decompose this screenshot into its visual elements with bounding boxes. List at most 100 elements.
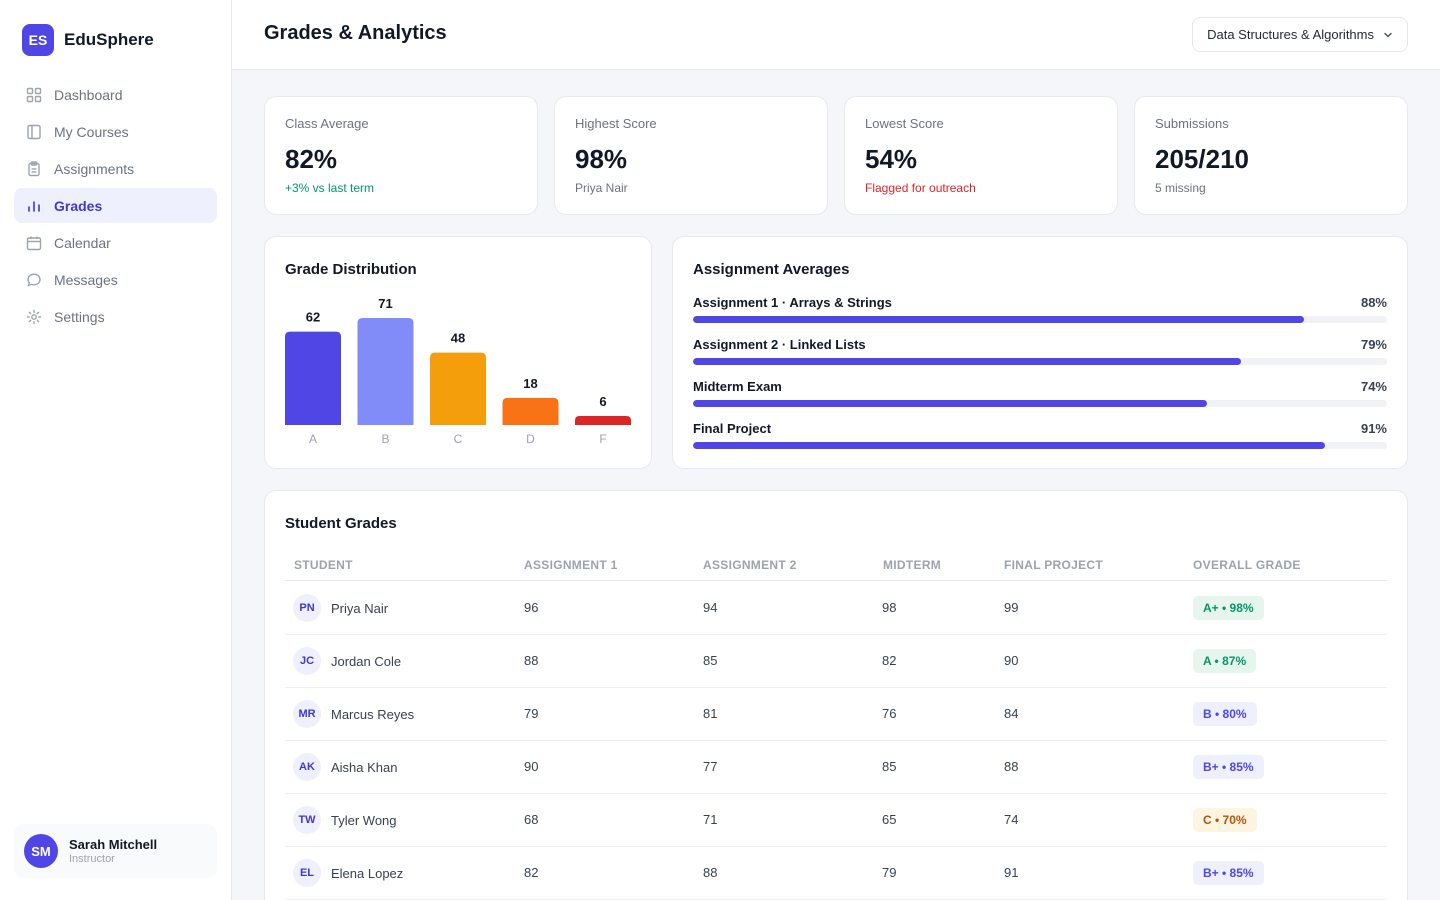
assignment-1-score: 88	[524, 653, 539, 668]
midterm-score: 85	[882, 759, 897, 774]
student-avatar: JC	[293, 647, 321, 675]
student-avatar: MR	[293, 700, 321, 728]
column-header-assignment-2[interactable]: ASSIGNMENT 2	[703, 558, 797, 572]
student-name: Elena Lopez	[331, 865, 404, 881]
sidebar-item-messages[interactable]: Messages	[14, 262, 217, 297]
average-percent: 74%	[1360, 379, 1387, 394]
column-header-overall-grade[interactable]: OVERALL GRADE	[1193, 558, 1301, 572]
sidebar-item-label: Assignments	[54, 160, 135, 177]
table-row[interactable]: PN Priya Nair 96 94 98 99 A+ • 98%	[285, 582, 1387, 635]
student-cell: AK Aisha Khan	[293, 753, 398, 781]
sidebar-item-my-courses[interactable]: My Courses	[14, 114, 217, 149]
page-header: Grades & Analytics Data Structures & Alg…	[232, 0, 1440, 70]
calendar-icon	[26, 235, 42, 251]
student-name: Priya Nair	[331, 600, 389, 616]
stat-value: 54%	[865, 144, 918, 174]
sidebar-item-settings[interactable]: Settings	[14, 299, 217, 334]
stat-label: Class Average	[285, 116, 369, 131]
midterm-score: 82	[882, 653, 897, 668]
table-row[interactable]: EL Elena Lopez 82 88 79 91 B+ • 85%	[285, 847, 1387, 900]
average-percent: 91%	[1360, 421, 1387, 436]
stat-card-submissions: Submissions 205/210 5 missing	[1134, 96, 1408, 215]
midterm-score: 79	[882, 865, 897, 880]
stat-sub: +3% vs last term	[285, 181, 375, 195]
average-name: Final Project	[693, 421, 772, 436]
student-name: Jordan Cole	[331, 653, 402, 669]
sidebar-item-grades[interactable]: Grades	[14, 188, 217, 223]
final-project-score: 74	[1004, 812, 1019, 827]
final-project-score: 84	[1004, 706, 1019, 721]
assignment-2-score: 77	[703, 759, 718, 774]
average-progress-track	[693, 400, 1387, 407]
midterm-score: 98	[882, 600, 897, 615]
midterm-score: 76	[882, 706, 897, 721]
page-title: Grades & Analytics	[264, 22, 447, 44]
table-row[interactable]: TW Tyler Wong 68 71 65 74 C • 70%	[285, 794, 1387, 847]
message-icon	[26, 272, 42, 288]
bar-value-label: 18	[523, 376, 537, 391]
average-name: Assignment 1 · Arrays & Strings	[693, 295, 892, 310]
overall-grade-badge: B+ • 85%	[1193, 755, 1264, 779]
stat-card-highest-score: Highest Score 98% Priya Nair	[554, 96, 828, 215]
dashboard-icon	[26, 87, 42, 103]
average-progress-track	[693, 316, 1387, 323]
average-progress-track	[693, 358, 1387, 365]
sidebar: ES EduSphere Dashboard My Courses Assign…	[0, 0, 232, 900]
sidebar-item-dashboard[interactable]: Dashboard	[14, 77, 217, 112]
user-role: Instructor	[69, 853, 115, 865]
sidebar-item-label: Calendar	[54, 234, 111, 251]
column-header-student[interactable]: STUDENT	[294, 558, 353, 572]
clipboard-icon	[26, 160, 42, 177]
avatar: SM	[24, 834, 58, 868]
bar-category-label: D	[526, 432, 535, 446]
student-name: Aisha Khan	[331, 759, 398, 775]
average-row: Midterm Exam 74%	[693, 379, 1387, 415]
assignment-2-score: 71	[703, 812, 718, 827]
column-header-midterm[interactable]: MIDTERM	[883, 558, 942, 572]
average-row: Final Project 91%	[693, 421, 1387, 457]
overall-grade-badge: B • 80%	[1193, 702, 1257, 726]
average-progress-fill	[693, 358, 1242, 365]
sidebar-nav: Dashboard My Courses Assignments Grades …	[14, 77, 217, 336]
gear-icon	[26, 309, 42, 325]
bar-b[interactable]	[357, 318, 414, 425]
sidebar-item-label: My Courses	[54, 123, 129, 140]
column-header-final-project[interactable]: FINAL PROJECT	[1004, 558, 1104, 572]
assignment-2-score: 88	[703, 865, 718, 880]
stat-value: 205/210	[1155, 144, 1249, 174]
column-header-assignment-1[interactable]: ASSIGNMENT 1	[524, 558, 618, 572]
final-project-score: 88	[1004, 759, 1019, 774]
table-row[interactable]: MR Marcus Reyes 79 81 76 84 B • 80%	[285, 688, 1387, 741]
grade-distribution-chart: 62 A 71 B 48 C 18 D 6 F	[285, 296, 631, 446]
bar-a[interactable]	[285, 331, 341, 425]
final-project-score: 91	[1004, 865, 1019, 880]
student-grades-card: Student Grades STUDENT ASSIGNMENT 1 ASSI…	[264, 490, 1408, 900]
assignment-1-score: 82	[524, 865, 539, 880]
bar-chart-icon	[26, 198, 42, 214]
average-progress-track	[693, 442, 1387, 449]
bar-c[interactable]	[430, 352, 486, 425]
midterm-score: 65	[882, 812, 897, 827]
brand-name: EduSphere	[64, 30, 154, 49]
brand[interactable]: ES EduSphere	[22, 24, 154, 56]
bar-f[interactable]	[575, 415, 631, 425]
user-profile-card[interactable]: SM Sarah Mitchell Instructor	[14, 824, 217, 878]
average-name: Midterm Exam	[693, 379, 782, 394]
bar-d[interactable]	[502, 397, 559, 425]
user-meta: Sarah Mitchell Instructor	[69, 837, 157, 865]
stat-sub: Priya Nair	[575, 181, 628, 195]
stat-card-class-average: Class Average 82% +3% vs last term	[264, 96, 538, 215]
sidebar-item-calendar[interactable]: Calendar	[14, 225, 217, 260]
student-cell: EL Elena Lopez	[293, 859, 403, 887]
sidebar-item-assignments[interactable]: Assignments	[14, 151, 217, 186]
sidebar-item-label: Grades	[54, 197, 103, 214]
course-select[interactable]: Data Structures & Algorithms	[1192, 17, 1408, 52]
assignment-1-score: 79	[524, 706, 539, 721]
table-row[interactable]: AK Aisha Khan 90 77 85 88 B+ • 85%	[285, 741, 1387, 794]
overall-grade-badge: A • 87%	[1193, 649, 1257, 673]
brand-logo: ES	[22, 24, 54, 56]
student-avatar: PN	[293, 594, 321, 622]
grade-distribution-card: Grade Distribution 62 A 71 B 48 C 18 D 6 F	[264, 236, 652, 469]
table-row[interactable]: JC Jordan Cole 88 85 82 90 A • 87%	[285, 635, 1387, 688]
average-percent: 88%	[1360, 295, 1387, 310]
